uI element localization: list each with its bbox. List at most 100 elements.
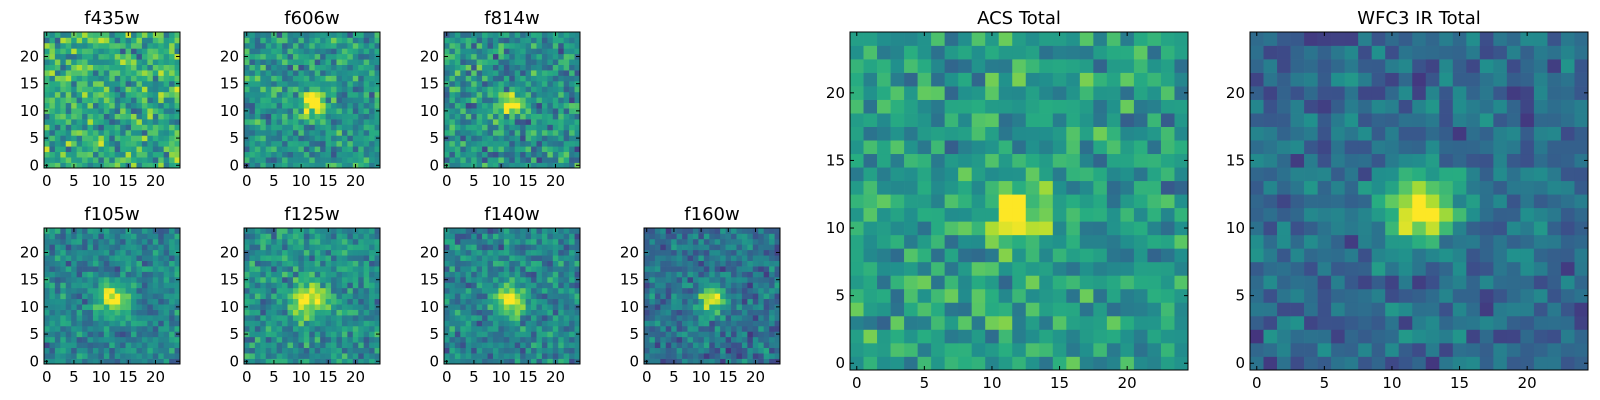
pixel-cell: [54, 129, 61, 136]
pixel-cell: [541, 146, 548, 153]
pixel-cell: [325, 140, 332, 147]
pixel-cell: [904, 180, 918, 195]
pixel-cell: [60, 119, 67, 125]
pixel-cell: [163, 255, 170, 261]
pixel-cell: [714, 271, 721, 278]
pixel-cell: [460, 266, 467, 272]
pixel-cell: [369, 309, 375, 316]
pixel-cell: [120, 336, 126, 343]
pixel-cell: [520, 249, 526, 256]
pixel-cell: [325, 320, 332, 327]
pixel-cell: [660, 309, 667, 316]
pixel-cell: [265, 325, 272, 332]
pixel-cell: [703, 276, 710, 283]
pixel-cell: [152, 48, 159, 55]
pixel-cell: [103, 249, 110, 256]
pixel-cell: [76, 347, 83, 354]
pixel-cell: [163, 260, 170, 267]
pixel-cell: [271, 140, 277, 147]
x-tick-label: 10: [92, 368, 111, 386]
pixel-cell: [87, 298, 94, 305]
pixel-cell: [303, 342, 310, 349]
y-tick-label: 10: [420, 298, 439, 316]
pixel-cell: [309, 102, 316, 109]
pixel-cell: [82, 124, 88, 131]
pixel-cell: [120, 97, 126, 104]
pixel-cell: [665, 260, 672, 267]
pixel-cell: [158, 336, 165, 343]
pixel-cell: [569, 244, 575, 251]
pixel-cell: [309, 260, 316, 267]
pixel-cell: [109, 336, 116, 343]
pixel-cell: [1012, 288, 1027, 303]
pixel-cell: [676, 325, 683, 332]
pixel-cell: [541, 42, 548, 49]
pixel-cell: [109, 342, 116, 349]
pixel-cell: [541, 287, 548, 294]
pixel-cell: [1147, 356, 1162, 371]
pixel-cell: [547, 244, 554, 251]
pixel-cell: [169, 336, 175, 343]
pixel-cell: [492, 276, 499, 283]
pixel-cell: [709, 342, 716, 349]
pixel-cell: [904, 248, 918, 263]
pixel-cell: [558, 320, 565, 327]
pixel-cell: [71, 91, 77, 98]
pixel-cell: [465, 255, 472, 261]
pixel-cell: [71, 255, 77, 261]
pixel-cell: [265, 298, 272, 305]
pixel-cell: [520, 108, 526, 114]
pixel-cell: [49, 86, 56, 93]
pixel-cell: [454, 129, 461, 136]
pixel-cell: [471, 129, 477, 136]
pixel-cell: [703, 347, 710, 354]
pixel-cell: [358, 315, 365, 321]
pixel-cell: [363, 325, 370, 332]
pixel-cell: [558, 293, 565, 300]
pixel-cell: [341, 342, 348, 349]
pixel-cell: [303, 325, 310, 332]
pixel-cell: [476, 282, 483, 289]
pixel-cell: [769, 287, 775, 294]
pixel-cell: [131, 53, 137, 60]
pixel-cell: [531, 119, 537, 125]
pixel-cell: [54, 37, 61, 44]
pixel-cell: [985, 234, 1000, 249]
pixel-cell: [863, 315, 878, 330]
pixel-cell: [103, 228, 110, 234]
pixel-cell: [687, 276, 694, 283]
pixel-cell: [249, 157, 256, 163]
pixel-cell: [476, 276, 483, 283]
pixel-cell: [574, 244, 581, 251]
pixel-cell: [698, 336, 705, 343]
pixel-cell: [547, 276, 554, 283]
pixel-cell: [363, 146, 370, 153]
pixel-cell: [444, 102, 450, 109]
pixel-cell: [363, 287, 370, 294]
pixel-cell: [103, 97, 110, 104]
pixel-cell: [314, 255, 321, 261]
pixel-cell: [76, 249, 83, 256]
pixel-cell: [325, 233, 332, 240]
pixel-cell: [271, 255, 277, 261]
pixel-cell: [1133, 356, 1148, 371]
pixel-cell: [352, 124, 359, 131]
pixel-cell: [552, 37, 559, 44]
pixel-cell: [309, 353, 316, 359]
pixel-cell: [82, 151, 88, 158]
pixel-cell: [725, 331, 732, 338]
pixel-cell: [136, 244, 143, 251]
pixel-cell: [552, 238, 559, 245]
pixel-cell: [169, 37, 175, 44]
pixel-cell: [169, 320, 175, 327]
pixel-cell: [1106, 261, 1121, 276]
pixel-cell: [536, 146, 543, 153]
pixel-cell: [147, 228, 154, 234]
pixel-cell: [654, 228, 661, 234]
pixel-cell: [465, 75, 472, 82]
pixel-cell: [147, 315, 154, 321]
pixel-cell: [249, 75, 256, 82]
pixel-cell: [244, 271, 250, 278]
pixel-cell: [87, 287, 94, 294]
pixel-cell: [569, 282, 575, 289]
